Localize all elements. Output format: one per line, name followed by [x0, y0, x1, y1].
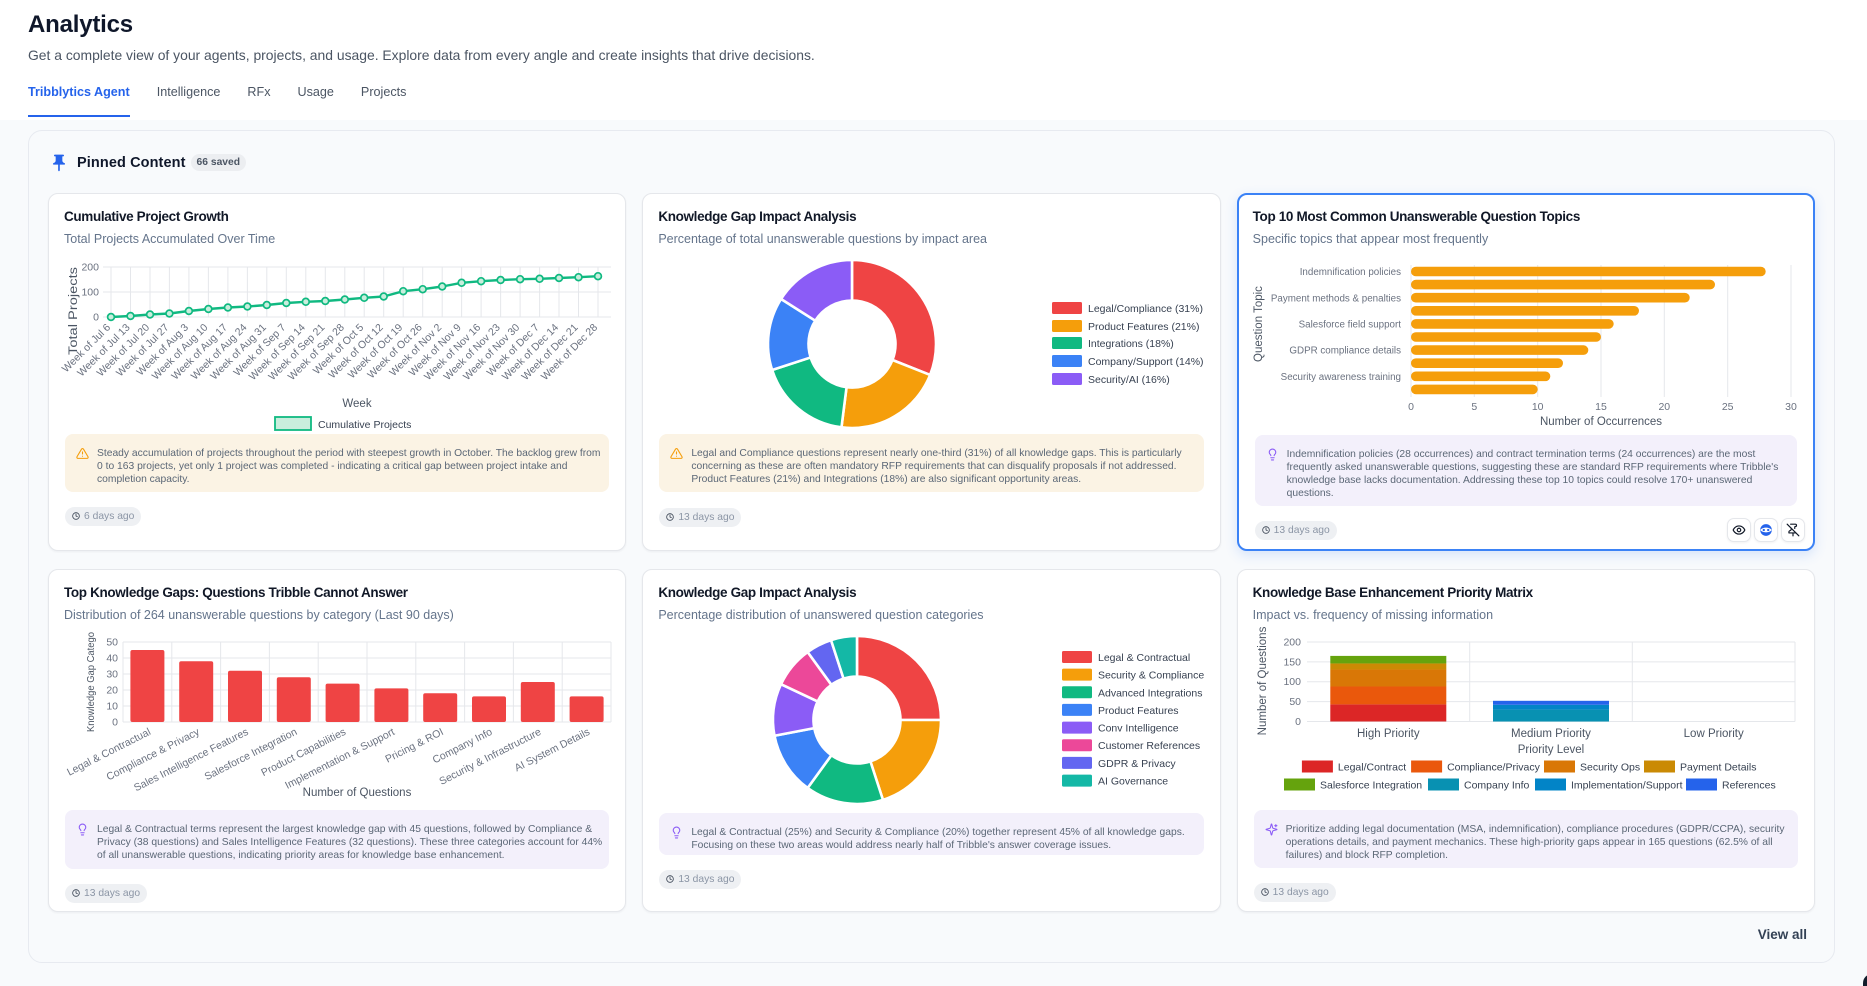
svg-text:Product Features: Product Features [1098, 704, 1179, 716]
svg-text:Security awareness training: Security awareness training [1280, 371, 1400, 382]
svg-text:Low Priority: Low Priority [1683, 728, 1743, 740]
svg-text:Cumulative Projects: Cumulative Projects [318, 419, 411, 431]
svg-text:Legal/Compliance (31%): Legal/Compliance (31%) [1088, 303, 1203, 315]
svg-text:Salesforce Integration: Salesforce Integration [1320, 779, 1422, 791]
svg-text:Security Ops: Security Ops [1580, 761, 1640, 773]
svg-text:Conv Intelligence: Conv Intelligence [1098, 722, 1179, 734]
svg-text:0: 0 [112, 716, 118, 728]
svg-text:Legal & Contractual: Legal & Contractual [1098, 652, 1190, 664]
svg-text:10: 10 [106, 700, 118, 712]
svg-text:Payment methods & penalties: Payment methods & penalties [1271, 293, 1401, 304]
svg-text:0: 0 [1295, 716, 1301, 728]
svg-text:Company/Support (14%): Company/Support (14%) [1088, 356, 1204, 368]
svg-text:150: 150 [1283, 656, 1301, 668]
svg-text:50: 50 [106, 636, 118, 648]
svg-text:10: 10 [1532, 401, 1544, 413]
svg-text:200: 200 [81, 261, 99, 273]
svg-text:Number of Questions: Number of Questions [1257, 626, 1269, 735]
svg-text:Advanced Integrations: Advanced Integrations [1098, 687, 1203, 699]
svg-text:Week: Week [342, 398, 371, 410]
svg-text:Indemnification policies: Indemnification policies [1299, 267, 1400, 278]
svg-text:40: 40 [106, 652, 118, 664]
svg-text:References: References [1722, 779, 1776, 791]
svg-text:30: 30 [1785, 401, 1797, 413]
svg-text:Total Projects: Total Projects [68, 266, 80, 354]
svg-text:100: 100 [81, 286, 99, 298]
svg-text:25: 25 [1722, 401, 1734, 413]
svg-text:High Priority: High Priority [1357, 728, 1420, 740]
svg-text:Payment Details: Payment Details [1680, 761, 1756, 773]
svg-text:AI Governance: AI Governance [1098, 775, 1168, 787]
svg-text:Compliance/Privacy: Compliance/Privacy [1447, 761, 1541, 773]
svg-text:30: 30 [106, 668, 118, 680]
svg-text:20: 20 [1658, 401, 1670, 413]
svg-text:Number of Occurrences: Number of Occurrences [1540, 416, 1662, 428]
svg-text:Priority Level: Priority Level [1517, 744, 1583, 756]
svg-text:100: 100 [1283, 676, 1301, 688]
svg-text:Implementation/Support: Implementation/Support [1571, 779, 1683, 791]
svg-text:GDPR & Privacy: GDPR & Privacy [1098, 757, 1176, 769]
svg-text:Number of Questions: Number of Questions [303, 787, 412, 799]
svg-text:Knowledge Gap Catego: Knowledge Gap Catego [86, 631, 97, 731]
svg-text:20: 20 [106, 684, 118, 696]
svg-text:15: 15 [1595, 401, 1607, 413]
svg-text:Product Features (21%): Product Features (21%) [1088, 321, 1199, 333]
svg-text:Customer References: Customer References [1098, 740, 1200, 752]
svg-text:200: 200 [1283, 636, 1301, 648]
svg-text:0: 0 [1408, 401, 1414, 413]
svg-text:Security/AI (16%): Security/AI (16%) [1088, 374, 1170, 386]
svg-text:Salesforce field support: Salesforce field support [1298, 319, 1401, 330]
svg-text:0: 0 [93, 311, 99, 323]
svg-text:50: 50 [1289, 696, 1301, 708]
svg-text:Integrations (18%): Integrations (18%) [1088, 338, 1174, 350]
svg-text:Security & Compliance: Security & Compliance [1098, 669, 1204, 681]
svg-text:5: 5 [1471, 401, 1477, 413]
svg-text:Legal/Contract: Legal/Contract [1338, 761, 1406, 773]
svg-text:Company Info: Company Info [1464, 779, 1530, 791]
svg-text:Medium Priority: Medium Priority [1511, 728, 1591, 740]
svg-text:GDPR compliance details: GDPR compliance details [1289, 345, 1401, 356]
svg-text:Question Topic: Question Topic [1253, 285, 1265, 361]
